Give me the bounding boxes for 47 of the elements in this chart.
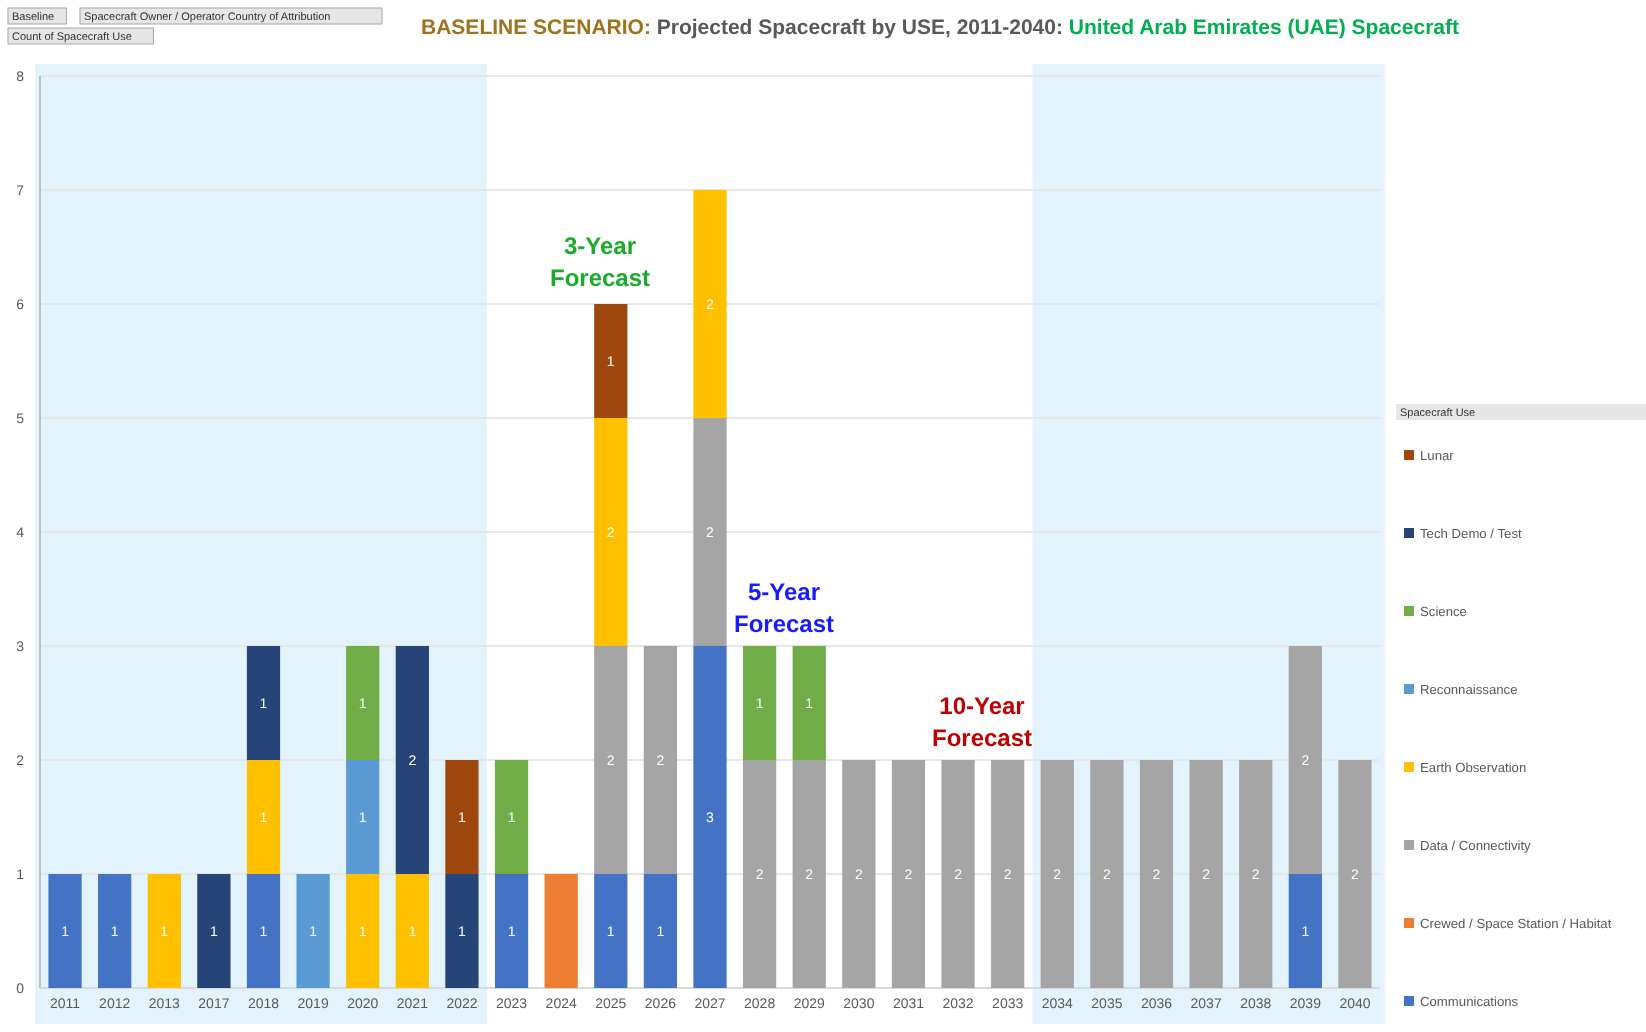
bar	[445, 760, 479, 874]
bar	[346, 874, 380, 988]
bar	[1338, 760, 1372, 988]
bar	[544, 874, 578, 988]
bar	[742, 646, 777, 760]
bar	[48, 874, 82, 988]
bar	[643, 646, 678, 874]
bar	[842, 760, 876, 988]
bar	[1288, 646, 1322, 874]
bar	[197, 874, 231, 988]
bar	[346, 646, 380, 760]
bar	[891, 760, 926, 988]
bar	[246, 646, 281, 760]
bar	[1288, 874, 1322, 988]
bar	[1189, 760, 1223, 988]
bar	[296, 874, 330, 988]
bar	[1090, 760, 1124, 988]
annotation: 3-Year Forecast	[549, 232, 651, 292]
annotation: 5-Year Forecast	[733, 578, 835, 638]
bar	[693, 646, 727, 988]
bar	[346, 760, 380, 874]
bar	[98, 874, 132, 988]
bar	[395, 646, 429, 874]
bar	[941, 760, 975, 988]
bar	[792, 760, 826, 988]
bar	[643, 874, 678, 988]
bar	[246, 760, 281, 874]
bar	[594, 304, 628, 418]
bar	[594, 418, 628, 646]
bar	[494, 874, 529, 988]
bar	[445, 874, 479, 988]
bar	[742, 760, 777, 988]
bar	[594, 874, 628, 988]
bar	[792, 646, 826, 760]
bar	[693, 418, 727, 646]
bar	[494, 760, 529, 874]
bar	[1139, 760, 1174, 988]
bar	[991, 760, 1025, 988]
chart-title: BASELINE SCENARIO: Projected Spacecraft by USE, 2011-2040: United Arab Emirates (UAE) Spacecraft	[421, 16, 1460, 40]
annotation: 10-Year Forecast	[931, 692, 1033, 752]
bar	[395, 874, 429, 988]
bar	[693, 190, 727, 418]
bar	[1239, 760, 1273, 988]
bar	[594, 646, 628, 874]
bar	[147, 874, 181, 988]
bar	[1040, 760, 1074, 988]
bar	[246, 874, 281, 988]
